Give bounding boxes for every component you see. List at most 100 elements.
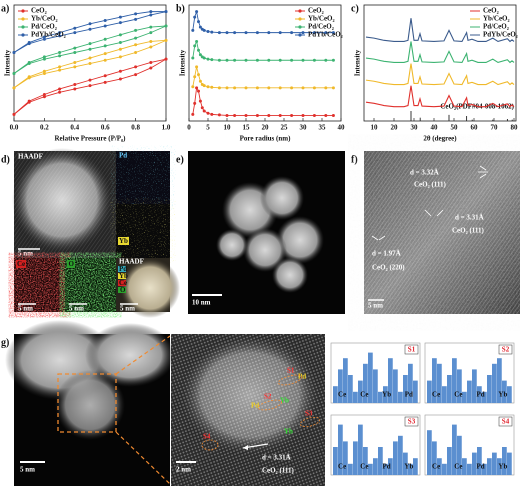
data-point xyxy=(312,58,316,62)
data-point xyxy=(12,71,16,75)
profile-bar xyxy=(408,363,413,403)
data-point xyxy=(103,52,107,56)
particle xyxy=(276,216,324,264)
arrow xyxy=(424,209,444,217)
data-point xyxy=(198,25,202,29)
profile-bar xyxy=(507,386,512,403)
data-point xyxy=(164,57,168,61)
arrow xyxy=(478,165,488,179)
data-point xyxy=(290,31,294,35)
data-point xyxy=(88,84,92,88)
data-point xyxy=(301,58,305,62)
panel-label: f) xyxy=(351,154,358,165)
data-point xyxy=(58,54,62,58)
data-point xyxy=(12,86,16,90)
data-point xyxy=(225,58,229,62)
annotation: CeO₂ (220) xyxy=(372,264,405,272)
profile-bar xyxy=(492,363,497,403)
annotation: d = 1.97Å xyxy=(372,250,401,258)
data-point xyxy=(195,39,199,43)
data-point xyxy=(290,113,294,117)
data-point xyxy=(134,73,138,77)
arrow xyxy=(371,235,386,241)
element-label: Pd xyxy=(405,391,413,399)
data-point xyxy=(118,47,122,51)
profile-bar xyxy=(457,435,462,475)
element-label: Pd xyxy=(383,463,391,471)
data-point xyxy=(255,113,259,117)
x-tick-label: 80 xyxy=(511,124,519,132)
annotation: d = 3.31Å xyxy=(455,214,484,222)
site-label: S3 xyxy=(305,410,313,418)
x-tick-label: 40 xyxy=(338,124,346,132)
panel-g: g) 5 nm S1 S2 S3 S4 Pd Yb Pd Yb d = 3.31… xyxy=(1,320,325,486)
profile-title-box xyxy=(498,344,513,355)
profile-bar xyxy=(462,391,467,403)
legend-marker xyxy=(298,33,302,37)
x-tick-label: 30 xyxy=(411,124,419,132)
profile-title: S1 xyxy=(408,346,416,354)
data-point xyxy=(191,85,195,89)
legend-label: Pd/CeO₂ xyxy=(483,23,509,31)
legend-marker xyxy=(21,25,25,29)
data-point xyxy=(58,65,62,69)
data-point xyxy=(301,86,305,90)
element-label: Yb xyxy=(284,428,293,436)
x-tick-label: 1.0 xyxy=(162,124,171,132)
data-point xyxy=(278,58,282,62)
element-label: Pd xyxy=(251,402,259,410)
profile-bar xyxy=(487,458,492,475)
data-point xyxy=(206,111,210,115)
noise-texture xyxy=(364,151,520,314)
element-label: Pd xyxy=(477,463,485,471)
x-axis-label: 2θ (degree) xyxy=(423,135,457,143)
data-point xyxy=(134,51,138,55)
element-label: Ce xyxy=(454,463,462,471)
data-point xyxy=(58,34,62,38)
data-point xyxy=(244,58,248,62)
data-point xyxy=(195,10,199,14)
yb-map-signal xyxy=(116,204,170,258)
data-point xyxy=(267,113,271,117)
element-label: Yb xyxy=(498,391,507,399)
site-marker xyxy=(299,416,321,428)
data-point xyxy=(134,28,138,32)
element-label: Ce xyxy=(432,463,440,471)
profile-title: S4 xyxy=(502,418,510,426)
data-point xyxy=(73,51,77,55)
panel-label: a) xyxy=(1,3,9,14)
data-point xyxy=(324,113,328,117)
data-point xyxy=(149,39,153,43)
plot-frame xyxy=(363,4,517,122)
data-point xyxy=(290,58,294,62)
data-point xyxy=(312,113,316,117)
profile-bar xyxy=(363,447,368,475)
label-box xyxy=(67,260,75,268)
data-point xyxy=(225,31,229,35)
legend-marker xyxy=(298,25,302,29)
arrow-head xyxy=(243,445,248,450)
data-point xyxy=(198,79,202,83)
data-point xyxy=(118,33,122,37)
profile-bar xyxy=(452,358,457,403)
profile-bar xyxy=(373,369,378,403)
data-point xyxy=(42,69,46,73)
data-point xyxy=(134,65,138,69)
label-box xyxy=(118,273,126,279)
x-tick-label: 60 xyxy=(471,124,479,132)
particle xyxy=(55,370,125,440)
series-line xyxy=(365,85,515,108)
series-line xyxy=(365,63,515,86)
profile-bar xyxy=(502,380,507,403)
profile-bar xyxy=(457,369,462,403)
series-line xyxy=(192,86,334,116)
legend-marker xyxy=(21,33,25,37)
data-point xyxy=(301,31,305,35)
profile-bar xyxy=(467,380,472,403)
profile-bar xyxy=(363,363,368,403)
annotation: CeO₂ (111) xyxy=(262,467,295,475)
x-tick-label: 70 xyxy=(491,124,499,132)
profile-bar xyxy=(343,441,348,475)
data-point xyxy=(278,113,282,117)
data-point xyxy=(197,20,200,24)
